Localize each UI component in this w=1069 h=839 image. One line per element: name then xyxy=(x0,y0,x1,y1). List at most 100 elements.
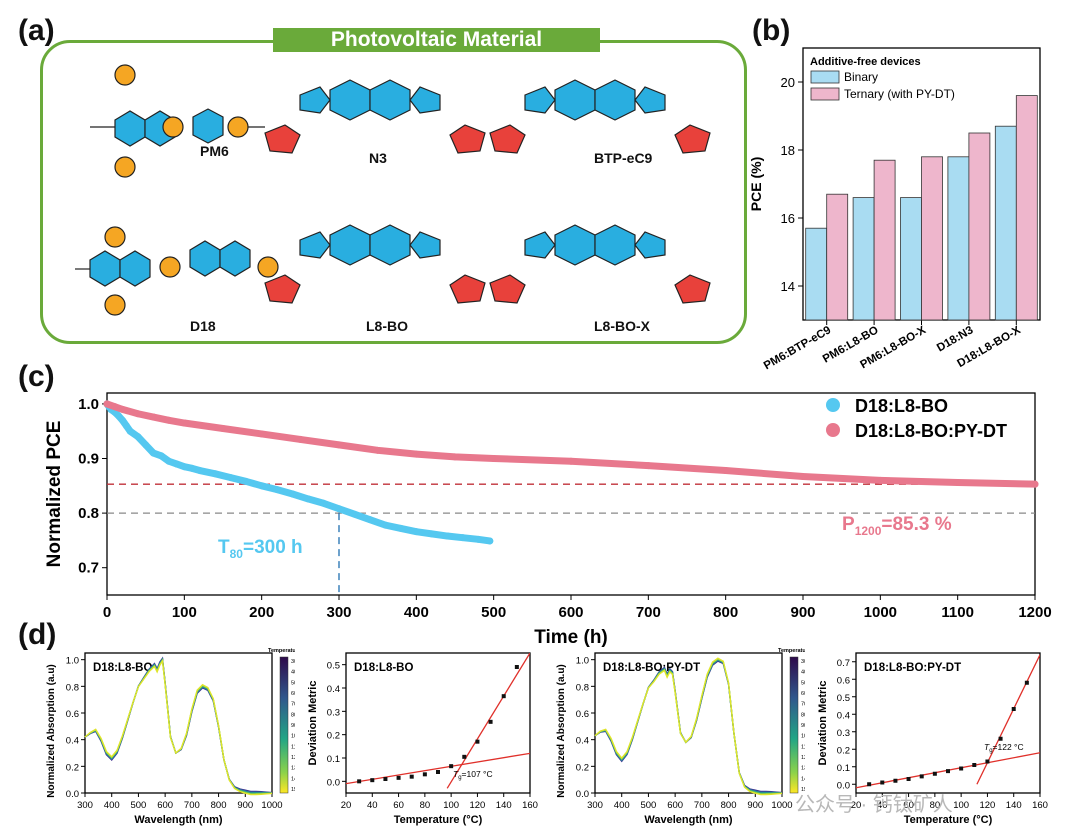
data-point xyxy=(242,477,250,485)
data-point xyxy=(157,452,165,460)
colorbar-tick-label: 80 xyxy=(801,712,805,718)
colorbar-tick-label: 50 xyxy=(801,680,805,686)
l8-bo-x-structure xyxy=(489,224,711,304)
absorption-chart-ternary: 300 400 500 600 700 800 900 1000 0.0 0.2 0.4 0.6 0.8… xyxy=(556,648,805,826)
data-point xyxy=(173,460,181,468)
data-point xyxy=(412,528,420,536)
data-point xyxy=(258,430,266,438)
pm6-structure xyxy=(90,64,265,178)
data-point xyxy=(876,476,884,484)
colorbar-label: Temperature (°C) xyxy=(778,648,805,654)
data-point xyxy=(1031,480,1039,488)
btp-ec9-structure xyxy=(489,79,711,154)
data-point xyxy=(972,763,977,767)
x-tick-label: 800 xyxy=(211,800,227,811)
data-point xyxy=(514,665,519,669)
colorbar-tick-label: 100 xyxy=(291,734,295,740)
colorbar-tick-label: 60 xyxy=(291,691,295,697)
x-tick-label: 1200 xyxy=(1018,604,1051,621)
colorbar-tick-label: 110 xyxy=(801,744,805,750)
series-d18-l8-bo-py-dt xyxy=(103,400,1039,488)
y-tick-label: 0.2 xyxy=(837,745,850,756)
data-point xyxy=(428,530,436,538)
absorption-curve xyxy=(594,658,782,794)
data-point xyxy=(188,464,196,472)
x-tick-label: 160 xyxy=(522,800,538,811)
y-tick-label: 0.2 xyxy=(327,731,340,742)
data-point xyxy=(134,410,142,418)
data-point xyxy=(932,771,937,776)
x-tick-label: 900 xyxy=(790,604,815,621)
y-tick-label: 0.3 xyxy=(327,707,340,718)
n3-structure xyxy=(264,79,486,154)
data-point xyxy=(1011,707,1016,711)
y-tick-label: 0.5 xyxy=(837,693,850,704)
absorption-curve xyxy=(84,657,272,794)
y-axis-label: PCE (%) xyxy=(748,157,764,211)
molecule-label-l8-bo-x: L8-BO-X xyxy=(594,318,650,334)
colorbar-tick-label: 130 xyxy=(801,766,805,772)
data-point xyxy=(111,403,119,411)
absorption-curve xyxy=(84,657,273,794)
x-tick-label: 1000 xyxy=(261,800,282,811)
x-tick-label: 100 xyxy=(953,800,969,811)
x-tick-label: 20 xyxy=(851,800,862,811)
data-point xyxy=(296,435,304,443)
stability-chart: 0 100 200 300 400 500 600 700 800 900 1000 1100 1200… xyxy=(44,392,1052,648)
data-point xyxy=(149,449,157,457)
chart-title: D18:L8-BO:PY-DT xyxy=(864,662,961,674)
data-point xyxy=(919,774,924,779)
x-tick-label: 600 xyxy=(667,800,683,811)
x-tick-label: 20 xyxy=(341,800,352,811)
data-point xyxy=(451,453,459,461)
x-tick-label: 800 xyxy=(713,604,738,621)
x-tick-label: 800 xyxy=(721,800,737,811)
absorption-chart-binary: 300 400 500 600 700 800 900 1000 0.0 0.2 0.4 0.6 0.8… xyxy=(46,648,295,826)
y-tick-label: 0.2 xyxy=(576,762,589,773)
data-point xyxy=(409,774,414,779)
colorbar-tick-label: 110 xyxy=(291,744,295,750)
colorbar-tick-label: 50 xyxy=(291,680,295,686)
data-point xyxy=(142,441,150,449)
chart-title: D18:L8-BO xyxy=(93,662,152,674)
y-tick-label: 0.7 xyxy=(78,560,99,577)
legend-label: Ternary (with PY-DT) xyxy=(844,87,955,101)
plot-frame xyxy=(855,652,1041,794)
legend-swatch-ternary xyxy=(810,87,840,101)
x-tick-label: 400 xyxy=(614,800,630,811)
colorbar-label: Temperature (°C) xyxy=(268,648,295,654)
molecular-structures-figure xyxy=(75,64,711,316)
y-tick-label: 0.7 xyxy=(837,658,850,669)
data-point xyxy=(462,754,467,759)
data-point xyxy=(443,532,451,540)
legend-label: D18:L8-BO xyxy=(855,396,948,416)
colorbar-tick-label: 90 xyxy=(801,723,805,729)
y-tick-label: 1.0 xyxy=(78,396,99,413)
data-point xyxy=(126,427,134,435)
data-point xyxy=(103,400,111,408)
data-point xyxy=(165,416,173,424)
data-point xyxy=(335,441,343,449)
x-tick-label: 60 xyxy=(903,800,914,811)
molecule-label-pm6: PM6 xyxy=(200,143,229,159)
data-point xyxy=(196,467,204,475)
fit-line xyxy=(346,752,530,785)
x-axis-label: Time (h) xyxy=(534,627,608,648)
colorbar-tick-label: 120 xyxy=(801,755,805,761)
bar-binary xyxy=(805,227,828,321)
data-point xyxy=(475,739,480,744)
data-point xyxy=(366,516,374,524)
x-tick-label: 400 xyxy=(404,604,429,621)
data-point xyxy=(486,537,494,545)
y-tick-label: 0.4 xyxy=(837,710,850,721)
x-tick-label: 400 xyxy=(104,800,120,811)
data-point xyxy=(946,769,950,774)
y-tick-label: 0.9 xyxy=(78,451,99,468)
fit-line xyxy=(976,654,1040,785)
data-point xyxy=(381,521,389,529)
y-axis-label: Normalized PCE xyxy=(44,421,65,568)
absorption-curve xyxy=(84,658,273,795)
data-point xyxy=(304,495,312,503)
y-tick-label: 14 xyxy=(781,279,795,294)
legend-label: D18:L8-BO:PY-DT xyxy=(855,421,1007,441)
